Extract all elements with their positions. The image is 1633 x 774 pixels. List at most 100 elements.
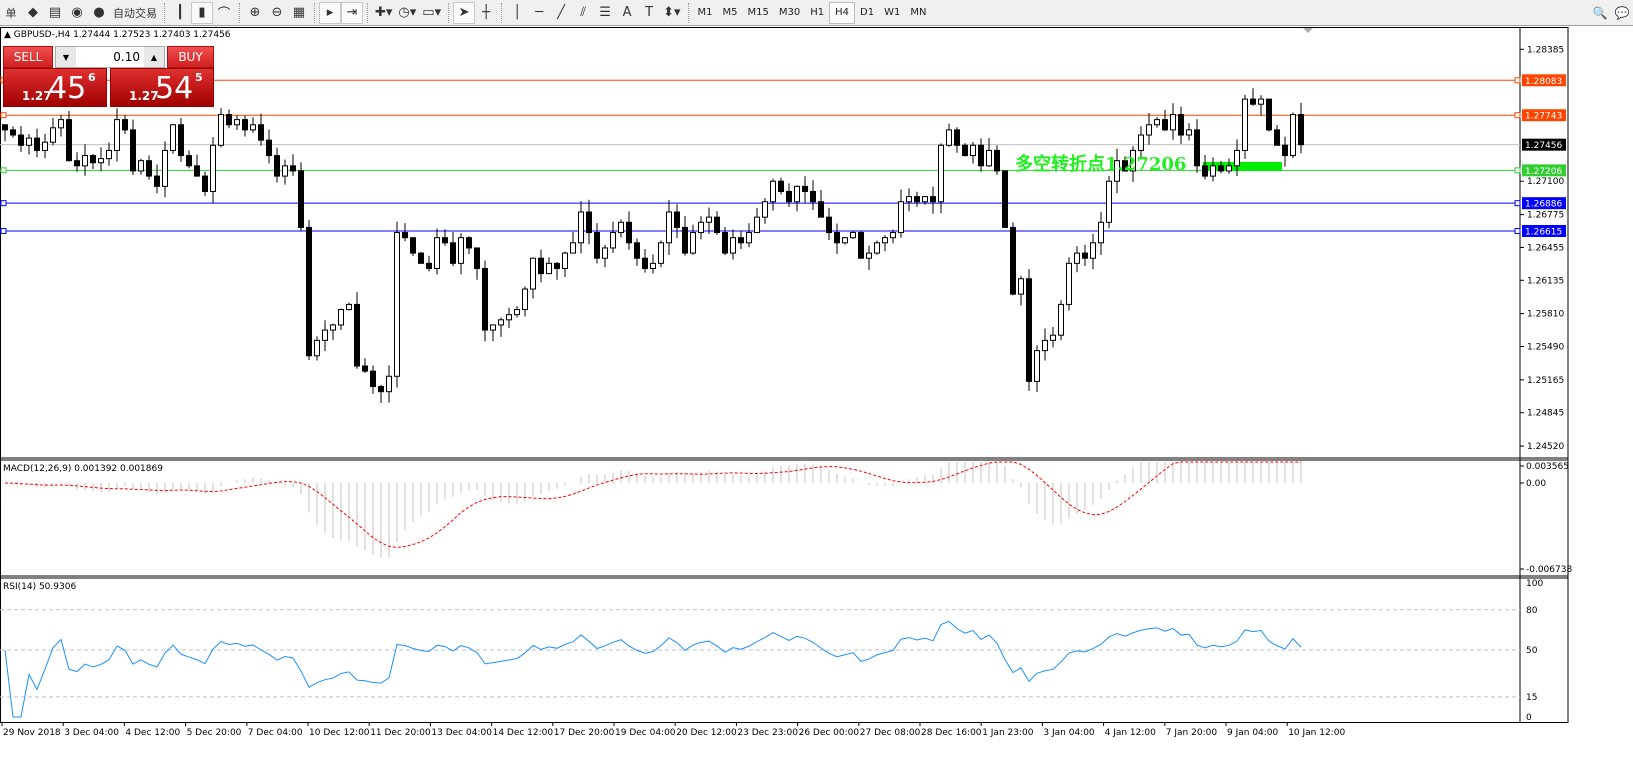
bull-candle <box>394 232 400 377</box>
indicators-icon[interactable]: ✚▾ <box>375 5 393 20</box>
periods-icon[interactable]: ◷▾ <box>398 5 417 20</box>
bear-candle <box>450 242 456 264</box>
sell-price-button[interactable]: 1.27 45 6 <box>3 68 107 107</box>
fibonacci-icon[interactable]: ☰ <box>599 5 611 20</box>
bull-candle <box>618 221 624 234</box>
buy-price-button[interactable]: 1.27 54 5 <box>110 68 214 107</box>
bar-chart-icon[interactable]: ┃ <box>176 5 184 20</box>
bull-candle <box>1050 334 1056 341</box>
bull-candle <box>530 257 536 290</box>
crosshair-icon[interactable]: ┼ <box>482 5 491 20</box>
bear-candle <box>962 144 968 157</box>
chart-shift-icon[interactable]: ⇥ <box>341 1 363 24</box>
bear-candle <box>466 237 472 249</box>
timeframe-m5[interactable]: M5 <box>722 7 738 18</box>
timeframe-h4[interactable]: H4 <box>829 1 856 24</box>
time-tick-label: 27 Dec 08:00 <box>860 728 921 738</box>
search-icon[interactable]: 🔍 <box>1592 5 1608 20</box>
bull-candle <box>1130 149 1136 172</box>
arrows-icon[interactable]: ⬍▾ <box>663 5 681 20</box>
bear-candle <box>538 257 544 275</box>
toolbar-separator <box>314 2 315 23</box>
bull-candle <box>490 324 496 331</box>
bull-candle <box>1106 180 1112 223</box>
pivot-annotation[interactable]: 多空转折点1.27206 <box>1015 154 1187 175</box>
bull-candle <box>770 180 776 203</box>
tile-windows-icon[interactable]: ▦ <box>292 5 306 20</box>
bull-candle <box>1114 160 1120 182</box>
bull-candle <box>106 149 112 160</box>
bear-candle <box>818 201 824 218</box>
auto-trading-label[interactable]: 自动交易 <box>113 6 157 20</box>
buy-button[interactable]: BUY <box>167 46 214 68</box>
order-label[interactable]: 单 <box>5 6 17 20</box>
bear-candle <box>74 160 80 167</box>
bull-candle <box>666 211 672 244</box>
bull-candle <box>866 252 872 259</box>
cursor-icon[interactable]: ➤ <box>453 1 476 24</box>
bull-candle <box>906 196 912 203</box>
bear-candle <box>834 232 840 244</box>
horizontal-line-icon[interactable]: ─ <box>535 5 544 20</box>
time-tick-label: 11 Dec 20:00 <box>370 728 431 738</box>
navigator-icon[interactable]: ▤ <box>48 5 62 20</box>
bull-candle <box>890 232 896 239</box>
community-icon[interactable]: 💬 <box>1614 5 1630 20</box>
timeframe-w1[interactable]: W1 <box>884 7 901 18</box>
macd-label: MACD(12,26,9) 0.001392 0.001869 <box>3 464 163 474</box>
price-level-label: 1.27456 <box>1525 141 1562 151</box>
lot-decrease-button[interactable]: ▼ <box>56 47 76 67</box>
bull-candle <box>1090 242 1096 259</box>
market-watch-icon[interactable]: ◆ <box>28 5 38 20</box>
trendline-icon[interactable]: ╱ <box>557 5 566 20</box>
price-level-label: 1.27743 <box>1525 112 1562 122</box>
bear-candle <box>1010 226 1016 295</box>
candlestick-icon[interactable]: ▮ <box>191 1 213 24</box>
time-tick-label: 19 Dec 04:00 <box>615 728 676 738</box>
zoom-in-icon[interactable]: ⊕ <box>249 5 261 20</box>
bear-candle <box>258 124 264 141</box>
text-label-icon[interactable]: T <box>645 5 654 20</box>
timeframe-d1[interactable]: D1 <box>860 7 875 18</box>
timeframe-m30[interactable]: M30 <box>778 7 801 18</box>
price-tick-label: 1.26455 <box>1527 243 1564 253</box>
bear-candle <box>122 119 128 131</box>
collapse-triangle-icon[interactable]: ▲ <box>4 30 14 40</box>
bear-candle <box>914 196 920 203</box>
toolbar-separator <box>501 2 503 23</box>
bull-candle <box>730 237 736 254</box>
lot-size-input[interactable]: 0.10 <box>113 50 140 64</box>
one-click-trading-panel: SELL ▼ 0.10 ▲ BUY 1.27 45 6 1.27 54 5 <box>3 46 214 107</box>
templates-icon[interactable]: ▭▾ <box>422 5 442 20</box>
price-tick-label: 1.24845 <box>1527 409 1564 419</box>
signal-icon[interactable]: ◉ <box>71 5 83 20</box>
bear-candle <box>954 129 960 146</box>
sell-price-prefix: 1.27 <box>22 89 52 103</box>
timeframe-m1[interactable]: M1 <box>697 7 713 18</box>
bull-candle <box>754 216 760 234</box>
auto-scroll-icon[interactable]: ▸ <box>319 1 341 24</box>
chart-shift-marker <box>1303 28 1313 33</box>
chart-frame <box>0 27 1569 723</box>
sell-button[interactable]: SELL <box>3 46 53 68</box>
text-icon[interactable]: A <box>622 5 632 20</box>
bear-candle <box>370 370 376 388</box>
time-tick-label: 14 Dec 12:00 <box>493 728 554 738</box>
equidistant-channel-icon[interactable]: ⫽ <box>580 5 587 20</box>
timeframe-h1[interactable]: H1 <box>810 7 825 18</box>
bull-candle <box>1058 303 1064 336</box>
level-handle <box>1514 77 1521 84</box>
line-chart-icon[interactable]: ⌒ <box>217 7 231 22</box>
bear-candle <box>778 180 784 192</box>
lot-increase-button[interactable]: ▲ <box>144 47 164 67</box>
buy-price-main: 54 <box>155 71 194 106</box>
timeframe-mn[interactable]: MN <box>910 7 927 18</box>
auto-trading-icon[interactable]: ● <box>93 5 105 20</box>
toolbar-separator <box>239 2 240 23</box>
vertical-line-icon[interactable]: │ <box>513 5 522 20</box>
bear-candle <box>1026 278 1032 382</box>
timeframe-m15[interactable]: M15 <box>747 7 769 18</box>
zoom-out-icon[interactable]: ⊖ <box>271 5 283 20</box>
toolbar-separator <box>164 2 165 23</box>
